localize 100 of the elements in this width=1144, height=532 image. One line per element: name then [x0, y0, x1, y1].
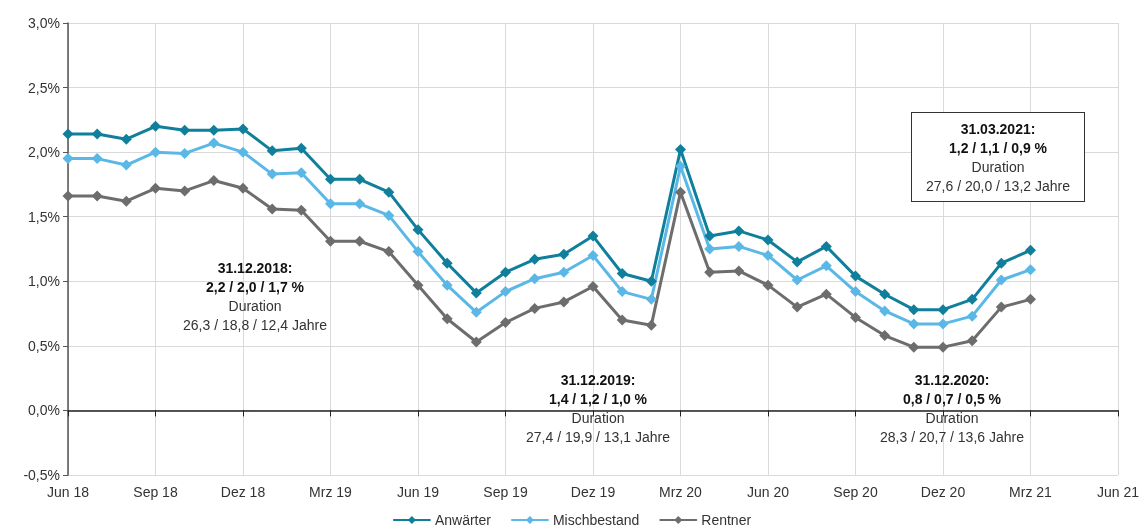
point	[441, 313, 453, 325]
point	[937, 341, 949, 353]
point	[295, 167, 307, 179]
point	[820, 240, 832, 252]
y-tick-label: 2,5%	[28, 79, 60, 96]
point	[295, 142, 307, 154]
point	[208, 137, 220, 149]
x-tick-label: Jun 19	[396, 484, 440, 500]
point	[616, 268, 628, 280]
point	[179, 147, 191, 159]
point	[529, 253, 541, 265]
point	[645, 275, 657, 287]
point	[937, 304, 949, 316]
x-tick-label: Jun 20	[746, 484, 790, 500]
point	[62, 190, 74, 202]
point	[266, 168, 278, 180]
x-tick-label: Mrz 20	[659, 484, 703, 500]
y-tick-label: -0,5%	[23, 467, 60, 483]
point	[412, 279, 424, 291]
y-tick-label: 2,0%	[28, 144, 60, 161]
annotation: 31.12.2018: 2,2 / 2,0 / 1,7 % Duration 26,3 / 18,8 / 12,4 Jahre	[183, 259, 328, 333]
point	[908, 341, 920, 353]
point	[733, 225, 745, 237]
y-tick-label: 0,0%	[28, 402, 60, 419]
point	[762, 234, 774, 246]
legend-label: Anwärter	[434, 512, 492, 528]
point	[558, 266, 570, 278]
point	[120, 195, 132, 207]
point	[266, 145, 278, 157]
point	[470, 287, 482, 299]
point	[1025, 293, 1036, 305]
point	[966, 335, 978, 347]
y-tick-label: 3,0%	[28, 15, 60, 31]
point	[383, 186, 395, 198]
point	[237, 182, 249, 194]
point	[383, 209, 395, 221]
point	[500, 317, 511, 329]
point	[966, 293, 978, 305]
x-tick-label: Dez 20	[920, 484, 966, 500]
point	[995, 274, 1007, 286]
point	[762, 249, 774, 261]
point	[966, 310, 978, 322]
legend-label: Mischbestand	[552, 512, 640, 528]
point	[150, 146, 161, 158]
point	[616, 314, 628, 326]
y-tick-label: 0,5%	[28, 337, 60, 354]
point	[995, 301, 1007, 313]
point	[179, 185, 191, 197]
point	[850, 286, 861, 298]
annotation: 31.12.2019: 1,4 / 1,2 / 1,0 % Duration 27,4 / 19,9 / 13,1 Jahre	[526, 371, 671, 445]
point	[762, 279, 774, 291]
point	[558, 248, 570, 260]
point	[995, 257, 1007, 269]
point	[820, 260, 832, 272]
point	[558, 296, 570, 308]
point	[879, 305, 891, 317]
point	[791, 274, 803, 286]
point	[412, 246, 424, 258]
point	[791, 256, 803, 268]
x-tick-label: Jun 18	[46, 484, 90, 500]
point	[91, 128, 103, 140]
point	[62, 128, 74, 140]
point	[587, 230, 599, 242]
point	[354, 198, 366, 210]
point	[1025, 264, 1036, 276]
point	[237, 146, 249, 158]
annotation: 31.12.2020: 0,8 / 0,7 / 0,5 % Duration 28,3 / 20,7 / 13,6 Jahre	[880, 371, 1025, 445]
point	[470, 336, 482, 348]
point	[383, 246, 395, 258]
point	[1025, 244, 1036, 256]
legend-label: Rentner	[701, 512, 752, 528]
x-tick-label: Sep 20	[833, 484, 878, 500]
point	[645, 319, 657, 331]
point	[354, 173, 366, 185]
point	[325, 173, 336, 185]
point	[587, 280, 599, 292]
x-tick-label: Mrz 19	[309, 484, 353, 500]
x-tick-label: Mrz 21	[1009, 484, 1053, 500]
point	[704, 266, 716, 278]
point	[879, 330, 891, 342]
point	[325, 235, 336, 247]
point	[850, 311, 861, 323]
point	[266, 203, 278, 215]
x-tick-label: Jun 21	[1096, 484, 1140, 500]
point	[208, 124, 220, 136]
point	[820, 288, 832, 300]
point	[179, 124, 191, 136]
point	[120, 133, 132, 145]
point	[295, 204, 307, 216]
x-tick-label: Dez 18	[220, 484, 266, 500]
point	[616, 286, 628, 298]
point	[733, 265, 745, 277]
point	[937, 318, 949, 330]
point	[850, 270, 861, 282]
y-tick-label: 1,5%	[28, 208, 60, 225]
point	[441, 257, 453, 269]
point	[150, 120, 161, 132]
point	[704, 230, 716, 242]
point	[208, 175, 220, 187]
point	[441, 279, 453, 291]
